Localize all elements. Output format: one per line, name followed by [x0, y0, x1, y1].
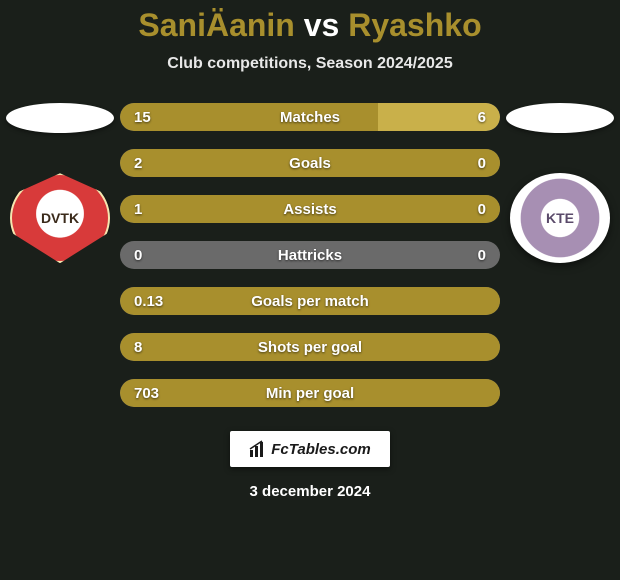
- vs-text: vs: [304, 7, 340, 43]
- subtitle: Club competitions, Season 2024/2025: [0, 55, 620, 73]
- stat-row: 703Min per goal: [120, 379, 500, 407]
- main-area: DVTK KTE 15Matches62Goals01Assists00Hatt…: [0, 103, 620, 407]
- team-right-crest: KTE: [510, 173, 610, 263]
- chart-icon: [249, 440, 267, 458]
- stats-list: 15Matches62Goals01Assists00Hattricks00.1…: [120, 103, 500, 407]
- player2-photo-placeholder: [506, 103, 614, 133]
- player1-name: SaniÄanin: [138, 7, 294, 43]
- stat-row: 15Matches6: [120, 103, 500, 131]
- comparison-title: SaniÄanin vs Ryashko: [0, 0, 620, 43]
- stat-value-right: 0: [478, 201, 486, 218]
- player2-name: Ryashko: [348, 7, 481, 43]
- stat-row: 2Goals0: [120, 149, 500, 177]
- stat-label: Hattricks: [120, 247, 500, 264]
- stat-value-right: 0: [478, 155, 486, 172]
- stat-label: Shots per goal: [120, 339, 500, 356]
- player1-photo-placeholder: [6, 103, 114, 133]
- team-left-column: DVTK: [0, 103, 120, 263]
- stat-label: Goals: [120, 155, 500, 172]
- stat-label: Matches: [120, 109, 500, 126]
- footer-date: 3 december 2024: [0, 483, 620, 500]
- stat-value-right: 0: [478, 247, 486, 264]
- team-left-crest: DVTK: [10, 173, 110, 263]
- stat-label: Assists: [120, 201, 500, 218]
- stat-row: 1Assists0: [120, 195, 500, 223]
- stat-label: Goals per match: [120, 293, 500, 310]
- stat-row: 0Hattricks0: [120, 241, 500, 269]
- stat-label: Min per goal: [120, 385, 500, 402]
- stat-row: 0.13Goals per match: [120, 287, 500, 315]
- stat-row: 8Shots per goal: [120, 333, 500, 361]
- stat-value-right: 6: [478, 109, 486, 126]
- brand-badge: FcTables.com: [230, 431, 390, 467]
- brand-text: FcTables.com: [271, 441, 370, 458]
- team-right-column: KTE: [500, 103, 620, 263]
